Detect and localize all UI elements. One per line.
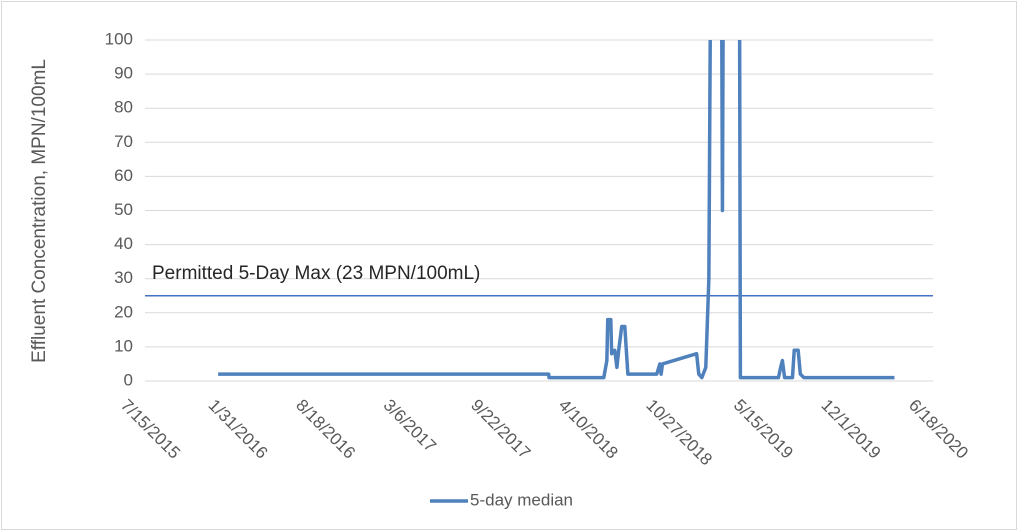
y-tick-label: 50 (114, 200, 133, 219)
y-tick-label: 80 (114, 98, 133, 117)
y-axis-title: Effluent Concentration, MPN/100mL (29, 59, 50, 363)
y-tick-label: 90 (114, 64, 133, 83)
y-tick-label: 30 (114, 268, 133, 287)
data-line (218, 40, 895, 380)
annotation: Permitted 5-Day Max (23 MPN/100mL) (152, 263, 480, 284)
y-tick-label: 60 (114, 166, 133, 185)
y-tick-label: 20 (114, 302, 133, 321)
y-tick-label: 0 (124, 370, 133, 389)
y-tick-label: 100 (105, 29, 133, 48)
plot (218, 40, 895, 380)
y-tick-label: 70 (114, 132, 133, 151)
y-tick-label: 40 (114, 234, 133, 253)
legend-label: 5-day median (470, 490, 573, 509)
y-tick-label: 10 (114, 336, 133, 355)
